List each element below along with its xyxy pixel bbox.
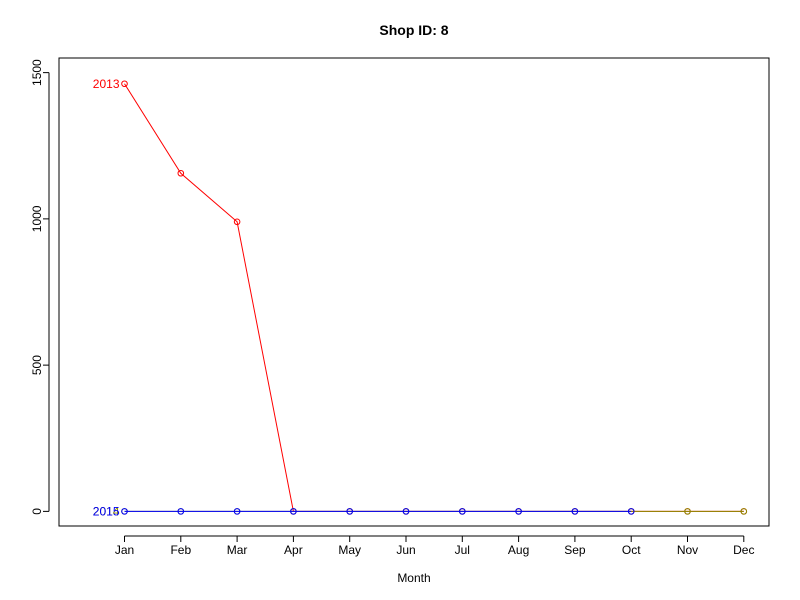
x-tick-label: Mar bbox=[227, 543, 248, 557]
x-tick-label: Apr bbox=[284, 543, 303, 557]
data-point bbox=[627, 508, 635, 515]
y-tick-label: 1500 bbox=[30, 59, 44, 86]
x-tick-label: Feb bbox=[170, 543, 191, 557]
data-point bbox=[177, 169, 185, 177]
x-tick-label: Nov bbox=[677, 543, 698, 557]
data-point bbox=[740, 508, 748, 515]
data-point bbox=[571, 508, 579, 515]
series-label: 2015 bbox=[93, 505, 120, 519]
x-tick-label: Aug bbox=[508, 543, 529, 557]
x-tick-label: Jun bbox=[396, 543, 415, 557]
data-point bbox=[290, 508, 297, 515]
data-point bbox=[515, 508, 522, 515]
y-tick-label: 0 bbox=[30, 508, 44, 515]
y-tick-label: 500 bbox=[30, 355, 44, 375]
y-axis: 0 500 1000 1500 bbox=[30, 59, 50, 515]
x-tick-label: Oct bbox=[622, 543, 641, 557]
y-tick-label: 1000 bbox=[30, 205, 44, 232]
series-2015: 2015 bbox=[93, 505, 635, 519]
x-tick-label: Dec bbox=[733, 543, 754, 557]
data-point bbox=[233, 508, 241, 515]
data-point bbox=[684, 508, 691, 515]
data-point bbox=[121, 508, 128, 515]
data-point bbox=[177, 508, 185, 515]
series-2013: 2013 bbox=[93, 77, 748, 515]
series-label: 2014 bbox=[93, 505, 120, 519]
data-point bbox=[402, 508, 410, 515]
series-line bbox=[124, 83, 744, 512]
x-tick-label: May bbox=[338, 543, 361, 557]
data-point bbox=[121, 80, 128, 88]
chart-title: Shop ID: 8 bbox=[379, 22, 448, 38]
data-point bbox=[459, 508, 466, 515]
series-label: 2013 bbox=[93, 77, 120, 91]
x-tick-label: Jan bbox=[115, 543, 134, 557]
data-point bbox=[233, 218, 241, 226]
x-tick-label: Jul bbox=[455, 543, 470, 557]
data-point bbox=[346, 508, 354, 515]
plot-frame bbox=[58, 57, 770, 527]
x-tick-label: Sep bbox=[564, 543, 586, 557]
x-axis-title: Month bbox=[397, 571, 430, 585]
x-axis: Jan Feb Mar Apr May Jun Jul Aug Sep Oct Nov Dec bbox=[115, 535, 754, 557]
